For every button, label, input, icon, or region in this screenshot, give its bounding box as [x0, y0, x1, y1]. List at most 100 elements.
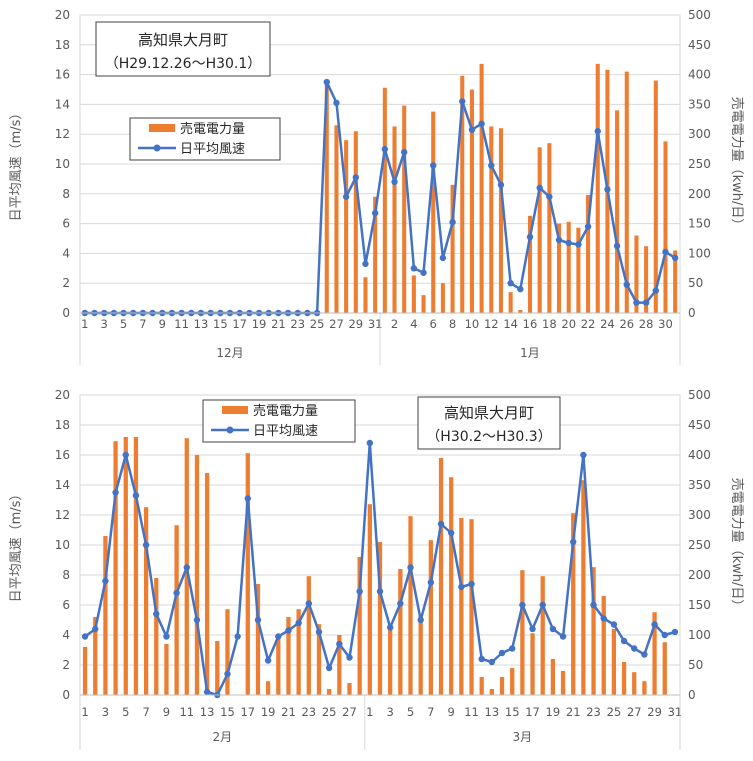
chart-2-line: [81, 439, 679, 699]
wind-speed-point: [386, 624, 394, 631]
bar: [174, 525, 179, 695]
x-tick-label: 25: [322, 705, 337, 719]
wind-speed-point: [468, 126, 476, 133]
month-group-label: 3月: [513, 730, 533, 744]
chart-1-title-box: [95, 21, 271, 77]
wind-speed-point: [122, 451, 129, 459]
wind-speed-point: [285, 627, 292, 634]
chart-1-month-groups: 12月 1月: [79, 312, 681, 365]
x-tick-label: 8: [449, 317, 456, 331]
bar: [520, 570, 525, 695]
wind-speed-point: [652, 287, 660, 294]
wind-speed-point: [519, 601, 526, 609]
bar: [388, 629, 393, 695]
bar: [382, 87, 387, 313]
wind-speed-point: [620, 637, 628, 645]
x-tick-label: 3: [102, 705, 109, 719]
wind-speed-point: [397, 600, 404, 607]
wind-speed-point: [468, 580, 475, 588]
bar: [357, 557, 362, 695]
bar: [499, 677, 505, 695]
chart-1-bars: [324, 63, 678, 314]
x-tick-label: 19: [261, 705, 276, 719]
x-tick-label: 12: [484, 317, 499, 331]
bar: [438, 458, 444, 695]
wind-speed-point: [371, 209, 379, 217]
right-tick-label: 100: [688, 246, 711, 260]
x-tick-label: 29: [348, 317, 363, 331]
x-tick-label: 1: [81, 705, 88, 719]
x-tick-label: 23: [586, 705, 601, 719]
left-tick-label: 0: [62, 688, 70, 702]
wind-speed-point: [346, 654, 353, 661]
bar: [266, 681, 271, 695]
wind-speed-point: [407, 564, 414, 571]
bar: [615, 110, 620, 313]
wind-speed-point: [526, 233, 534, 241]
wind-speed-point: [555, 236, 563, 244]
chart-2-legend-bar-swatch: [222, 406, 248, 414]
wind-speed-point: [224, 670, 231, 678]
bar: [377, 542, 383, 695]
wind-speed-point: [507, 280, 514, 287]
left-tick-label: 16: [55, 68, 70, 82]
bar: [576, 227, 581, 313]
wind-speed-point: [323, 78, 330, 86]
right-tick-label: 500: [688, 8, 711, 22]
right-tick-label: 400: [688, 68, 711, 82]
bar: [550, 659, 556, 695]
x-tick-label: 9: [163, 705, 170, 719]
bar: [611, 629, 617, 695]
left-tick-label: 2: [62, 658, 70, 672]
x-tick-label: 21: [281, 705, 296, 719]
wind-speed-point: [642, 299, 650, 306]
left-tick-label: 18: [55, 418, 70, 432]
right-tick-label: 250: [688, 538, 711, 552]
wind-speed-point: [132, 492, 140, 499]
left-tick-label: 0: [62, 306, 70, 320]
wind-speed-point: [631, 645, 638, 652]
left-tick-label: 10: [55, 538, 70, 552]
bar: [154, 578, 159, 695]
left-tick-label: 2: [62, 276, 70, 290]
x-tick-label: 7: [142, 705, 149, 719]
bar: [586, 194, 591, 313]
bar: [334, 125, 339, 313]
chart-2-legend-bar-label: 売電電力量: [253, 403, 318, 419]
wind-speed-point: [376, 588, 384, 595]
bar: [479, 677, 484, 695]
wind-speed-point: [584, 223, 592, 230]
wind-speed-point: [362, 260, 369, 268]
chart-2-right-ticks: 0 50 100 150 200 250 300 350 400 450 500: [688, 388, 711, 702]
left-tick-label: 20: [55, 8, 70, 22]
bar: [624, 71, 629, 314]
wind-speed-point: [163, 633, 170, 640]
bar: [560, 671, 566, 695]
chart-1-legend-line-marker: [153, 144, 161, 152]
x-tick-label: 5: [407, 705, 414, 719]
month-group-label: 2月: [213, 730, 233, 744]
wind-speed-point: [539, 601, 546, 609]
bar: [566, 221, 571, 313]
x-tick-label: 17: [525, 705, 540, 719]
chart-2-x-ticks: 1 3 5 7 9 11 13 15 17 19 21 23 25 27 1 3 5 7 9 11 13 15 17 19 21…: [81, 705, 682, 719]
bar: [113, 441, 118, 695]
wind-speed-point: [546, 193, 553, 200]
chart-1-legend-bar-label: 売電電力量: [180, 121, 245, 137]
bar: [418, 615, 423, 695]
x-tick-label: 30: [658, 317, 673, 331]
x-tick-label: 16: [523, 317, 538, 331]
wind-speed-point: [623, 281, 630, 288]
bar: [408, 516, 413, 695]
right-tick-label: 0: [688, 688, 696, 702]
wind-speed-point: [92, 625, 99, 633]
wind-speed-point: [610, 621, 618, 628]
x-tick-label: 27: [342, 705, 357, 719]
bar: [440, 283, 445, 313]
bar: [367, 504, 372, 695]
bar: [363, 277, 368, 313]
bar: [327, 689, 332, 695]
wind-speed-point: [420, 269, 427, 276]
x-tick-label: 27: [627, 705, 642, 719]
bar: [392, 126, 397, 314]
